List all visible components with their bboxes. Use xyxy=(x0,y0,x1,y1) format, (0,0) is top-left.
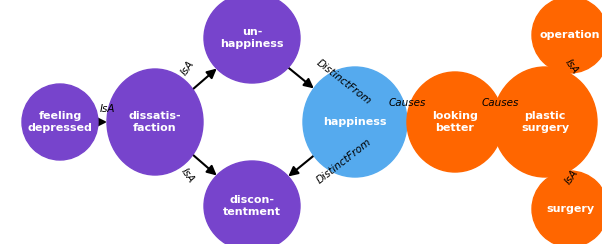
Text: DistinctFrom: DistinctFrom xyxy=(315,58,373,107)
Text: operation: operation xyxy=(540,30,600,40)
Text: surgery: surgery xyxy=(546,204,594,214)
Text: looking
better: looking better xyxy=(432,111,478,133)
Ellipse shape xyxy=(303,67,407,177)
Text: un-
happiness: un- happiness xyxy=(220,27,284,49)
Text: IsA: IsA xyxy=(99,104,115,114)
Text: IsA: IsA xyxy=(179,59,196,77)
Text: dissatis-
faction: dissatis- faction xyxy=(129,111,181,133)
Ellipse shape xyxy=(22,84,98,160)
Ellipse shape xyxy=(493,67,597,177)
Text: plastic
surgery: plastic surgery xyxy=(521,111,569,133)
Text: happiness: happiness xyxy=(323,117,386,127)
Ellipse shape xyxy=(407,72,503,172)
Text: IsA: IsA xyxy=(179,167,196,185)
Text: Causes: Causes xyxy=(482,98,519,108)
Text: discon-
tentment: discon- tentment xyxy=(223,195,281,217)
Ellipse shape xyxy=(532,171,602,244)
Text: Causes: Causes xyxy=(388,98,426,108)
Ellipse shape xyxy=(204,161,300,244)
Text: IsA: IsA xyxy=(563,168,580,186)
Text: feeling
depressed: feeling depressed xyxy=(28,111,93,133)
Ellipse shape xyxy=(107,69,203,175)
Text: DistinctFrom: DistinctFrom xyxy=(315,137,373,186)
Ellipse shape xyxy=(532,0,602,73)
Text: IsA: IsA xyxy=(563,58,580,76)
Ellipse shape xyxy=(204,0,300,83)
